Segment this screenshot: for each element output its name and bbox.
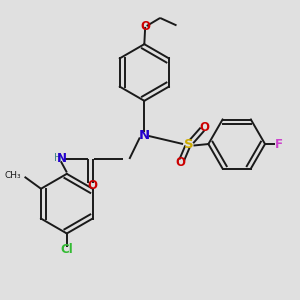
- Text: O: O: [87, 179, 97, 192]
- Text: H: H: [54, 153, 62, 163]
- Text: O: O: [200, 121, 210, 134]
- Text: S: S: [184, 137, 194, 151]
- Text: N: N: [56, 152, 66, 165]
- Text: Cl: Cl: [60, 243, 73, 256]
- Text: CH₃: CH₃: [4, 171, 21, 180]
- Text: O: O: [175, 156, 185, 169]
- Text: F: F: [274, 137, 282, 151]
- Text: N: N: [139, 129, 150, 142]
- Text: O: O: [140, 20, 150, 33]
